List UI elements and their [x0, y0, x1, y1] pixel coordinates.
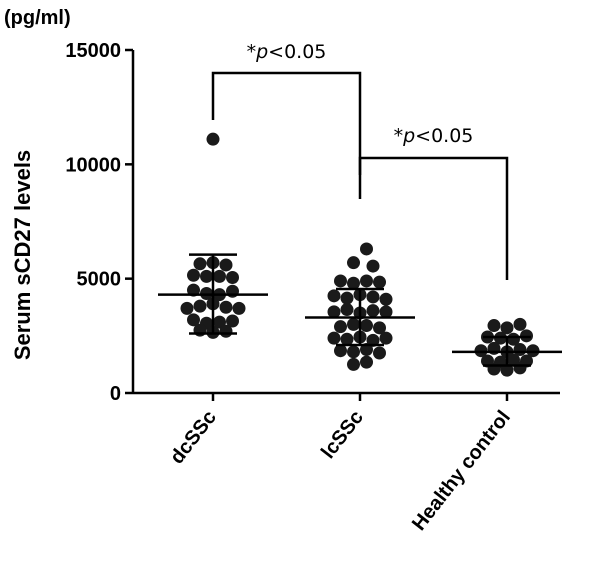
group-0: [158, 132, 268, 339]
data-point: [193, 257, 207, 271]
data-point: [347, 345, 360, 359]
data-point: [219, 300, 233, 314]
data-point: [187, 268, 200, 282]
axes: 0 5000 10000 15000 dcSSc lcSSc Healthy control: [65, 40, 560, 535]
data-point: [187, 283, 200, 297]
data-point: [366, 290, 380, 304]
group-1: [305, 242, 415, 371]
data-point: [500, 321, 514, 335]
data-point: [347, 317, 360, 331]
x-tick-label: lcSSc: [317, 407, 368, 463]
data-point: [180, 301, 194, 315]
bracket-line: [211, 71, 362, 199]
data-point: [347, 357, 360, 371]
data-point: [373, 346, 386, 360]
data-point: [487, 319, 501, 333]
data-point: [379, 331, 393, 345]
data-point: [379, 292, 393, 306]
significance-annotations: *p<0.05 *p<0.05: [211, 41, 509, 280]
x-tick-label: dcSSc: [166, 407, 221, 469]
data-point: [373, 275, 386, 289]
data-point: [193, 299, 207, 313]
y-tick-label: 0: [110, 383, 121, 405]
data-point: [360, 355, 373, 369]
data-groups: [158, 132, 562, 377]
x-tick-label: Healthy control: [408, 407, 515, 535]
p-value-label: *p<0.05: [247, 41, 327, 63]
data-point: [226, 271, 239, 285]
data-point: [219, 324, 233, 338]
data-point: [340, 332, 354, 346]
data-point: [373, 321, 386, 335]
data-point: [360, 242, 373, 256]
data-point: [360, 274, 373, 288]
significance-bracket: *p<0.05: [211, 41, 362, 199]
data-point: [334, 320, 347, 334]
data-point: [334, 274, 347, 288]
bracket-line: [358, 156, 509, 280]
data-point: [366, 259, 380, 273]
data-point: [500, 363, 514, 377]
data-point: [379, 305, 393, 319]
y-tick-label: 5000: [77, 269, 122, 291]
data-point: [187, 313, 200, 327]
data-point: [513, 317, 527, 331]
data-point: [360, 343, 373, 357]
y-tick-label: 15000: [65, 40, 121, 62]
data-point: [232, 301, 246, 315]
data-point: [347, 276, 360, 290]
data-point: [334, 344, 347, 358]
group-2: [452, 317, 562, 377]
data-point: [213, 269, 226, 283]
data-point: [366, 333, 380, 347]
data-point: [327, 331, 341, 345]
data-point: [340, 303, 354, 317]
data-point: [226, 314, 239, 328]
data-point: [366, 304, 380, 318]
data-point: [200, 269, 213, 283]
p-value-label: *p<0.05: [394, 125, 474, 147]
data-point: [327, 305, 341, 319]
y-axis-title: Serum sCD27 levels: [10, 150, 35, 360]
y-tick-label: 10000: [65, 154, 121, 176]
data-point: [347, 256, 360, 270]
data-point: [360, 319, 373, 333]
data-point: [213, 315, 226, 329]
data-point: [513, 361, 527, 375]
data-point: [327, 289, 341, 303]
y-axis-unit-label: (pg/ml): [4, 7, 71, 29]
significance-bracket: *p<0.05: [358, 125, 509, 280]
data-point: [219, 258, 233, 272]
data-point: [340, 291, 354, 305]
data-point: [206, 132, 220, 146]
